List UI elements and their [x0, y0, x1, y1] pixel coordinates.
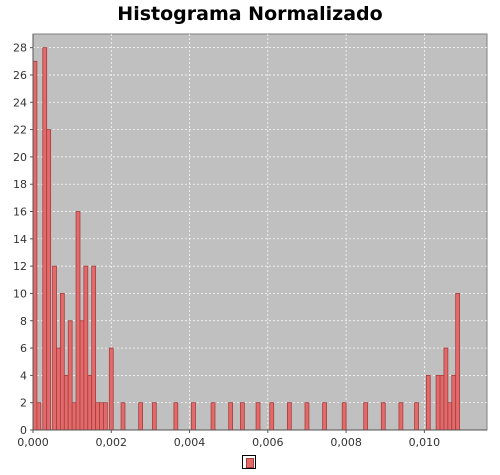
- histogram-bar: [380, 402, 386, 431]
- histogram-bar: [151, 402, 157, 431]
- histogram-bar: [59, 293, 65, 431]
- y-tick-label: 28: [13, 42, 27, 55]
- histogram-bar: [87, 374, 93, 431]
- histogram-bar: [99, 402, 104, 431]
- y-tick-label: 2: [20, 397, 27, 410]
- histogram-bar: [210, 402, 216, 431]
- histogram-bar: [138, 402, 143, 431]
- histogram-bar: [322, 402, 327, 431]
- histogram-bar: [286, 402, 292, 431]
- y-tick-label: 10: [13, 287, 27, 300]
- y-tick-label: 24: [13, 96, 27, 109]
- histogram-bar: [83, 265, 89, 431]
- x-tick-label: 0,006: [252, 436, 284, 449]
- x-tick-label: 0,000: [17, 436, 49, 449]
- histogram-bar: [451, 374, 457, 431]
- histogram-bar: [108, 347, 114, 431]
- y-tick-label: 20: [13, 151, 27, 164]
- histogram-bar: [255, 402, 261, 431]
- y-tick-label: 18: [13, 178, 27, 191]
- histogram-bar: [71, 402, 77, 431]
- y-tick-label: 8: [20, 315, 27, 328]
- histogram-bar: [191, 402, 196, 431]
- legend-swatch: [242, 455, 256, 469]
- y-tick-label: 6: [20, 342, 27, 355]
- x-tick-label: 0,002: [96, 436, 128, 449]
- y-tick-label: 12: [13, 260, 27, 273]
- histogram-bar: [46, 129, 52, 431]
- legend-swatch-fill: [246, 458, 254, 468]
- histogram-bar: [120, 402, 126, 431]
- histogram-bar: [240, 402, 245, 431]
- bars: [32, 47, 461, 431]
- histogram-bar: [414, 402, 419, 431]
- histogram-bar: [52, 265, 57, 431]
- y-tick-label: 0: [20, 424, 27, 437]
- chart-title: Histograma Normalizado: [117, 3, 383, 25]
- histogram-bar: [91, 265, 97, 431]
- y-tick-label: 16: [13, 206, 27, 219]
- y-tick-label: 22: [13, 124, 27, 137]
- histogram-bar: [42, 47, 48, 431]
- histogram-bar: [269, 402, 275, 431]
- histogram-bar: [425, 374, 431, 431]
- y-tick-label: 14: [13, 233, 27, 246]
- histogram-bar: [435, 374, 441, 431]
- y-tick-label: 26: [13, 69, 27, 82]
- histogram-bar: [228, 402, 234, 431]
- histogram-bar: [79, 320, 85, 431]
- x-tick-label: 0,010: [409, 436, 441, 449]
- y-tick-label: 4: [20, 369, 27, 382]
- histogram-bar: [103, 402, 108, 431]
- histogram-bar: [341, 402, 347, 431]
- histogram-bar: [36, 402, 42, 431]
- histogram-bar: [63, 374, 69, 431]
- histogram-bar: [363, 402, 369, 431]
- histogram-bar: [443, 347, 449, 431]
- histogram-bar: [455, 293, 461, 431]
- histogram-bar: [32, 60, 38, 431]
- histogram-bar: [173, 402, 179, 431]
- histogram-bar: [95, 402, 100, 431]
- x-tick-label: 0,004: [174, 436, 206, 449]
- histogram-bar: [304, 402, 310, 431]
- histogram-bar: [439, 374, 445, 431]
- histogram-bar: [447, 402, 453, 431]
- histogram-bar: [56, 347, 61, 431]
- histogram-bar: [398, 402, 404, 431]
- x-tick-label: 0,008: [330, 436, 362, 449]
- histogram-bar: [67, 320, 73, 431]
- plot-area: [32, 33, 488, 431]
- histogram-bar: [75, 211, 81, 431]
